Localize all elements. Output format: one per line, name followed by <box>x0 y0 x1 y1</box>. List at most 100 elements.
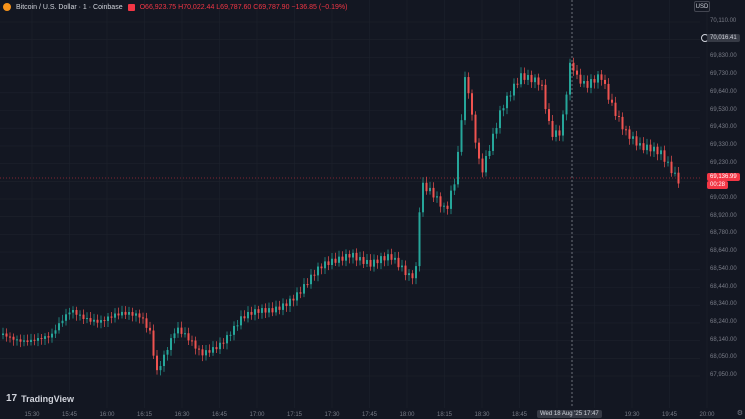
price-tick-label: 69,640.00 <box>710 88 737 95</box>
price-tick-label: 69,830.00 <box>710 53 737 60</box>
gear-icon[interactable]: ⚙ <box>736 410 743 417</box>
candle-body <box>387 254 389 261</box>
candle-body <box>509 95 512 97</box>
candle-body <box>502 108 505 111</box>
candle-body <box>380 256 382 264</box>
time-tick-label: 18:45 <box>512 412 528 418</box>
candle-body <box>2 333 4 335</box>
candle-body <box>562 114 564 136</box>
time-tick-label: 19:30 <box>624 412 640 418</box>
brand-label: TradingView <box>21 393 74 404</box>
candle-body <box>37 338 39 341</box>
candle-body <box>534 77 536 83</box>
candle-body <box>663 150 666 162</box>
candle-body <box>485 155 487 173</box>
symbol-header: Bitcoin / U.S. Dollar · 1 · Coinbase O66… <box>3 1 347 13</box>
candle-body <box>5 333 8 337</box>
candle-body <box>453 184 456 191</box>
candle-body <box>9 336 11 338</box>
price-tick-label: 69,430.00 <box>710 124 737 131</box>
time-tick-label: 18:15 <box>437 412 453 418</box>
candle-body <box>656 146 659 155</box>
time-tick-label: 16:00 <box>99 412 115 418</box>
candle-body <box>58 323 60 331</box>
candle-body <box>338 256 340 263</box>
candle-body <box>635 136 638 146</box>
candle-body <box>96 319 99 323</box>
price-tick-label: 69,020.00 <box>710 195 737 201</box>
candle-body <box>205 350 207 356</box>
candle-body <box>362 257 365 264</box>
price-tick-label: 70,110.00 <box>710 18 737 24</box>
candle-body <box>334 258 337 263</box>
candle-body <box>93 319 95 322</box>
candle-body <box>397 257 400 268</box>
candle-body <box>341 256 344 261</box>
candle-body <box>177 327 179 334</box>
candle-body <box>289 298 291 307</box>
candle-body <box>495 128 498 134</box>
candle-body <box>198 348 200 350</box>
candle-body <box>443 205 445 207</box>
candle-body <box>527 74 529 80</box>
candle-body <box>226 335 228 344</box>
candle-body <box>75 309 78 315</box>
candle-body <box>187 333 190 341</box>
candle-body <box>390 254 393 260</box>
tradingview-logo[interactable]: 17 TradingView <box>6 393 74 404</box>
candle-body <box>488 150 491 156</box>
price-tick-label: 68,050.00 <box>710 354 737 361</box>
candle-body <box>513 83 515 96</box>
candle-body <box>457 151 459 185</box>
candle-body <box>544 84 547 110</box>
candle-body <box>600 74 603 80</box>
candle-body <box>219 342 221 350</box>
candle-body <box>404 265 407 276</box>
price-tick-label: 69,530.00 <box>710 106 737 113</box>
candle-body <box>19 339 22 342</box>
candle-body <box>23 340 25 342</box>
candle-body <box>285 303 288 307</box>
candle-body <box>422 182 424 213</box>
candle-body <box>551 120 554 137</box>
candle-body <box>103 320 106 322</box>
candle-body <box>618 115 620 117</box>
candle-body <box>47 336 50 338</box>
candle-body <box>180 327 183 334</box>
candle-body <box>537 77 540 85</box>
candle-body <box>26 340 29 343</box>
candle-body <box>320 266 323 269</box>
bitcoin-icon <box>3 3 11 11</box>
candle-body <box>145 318 148 328</box>
candle-body <box>558 130 561 136</box>
time-tick-label: 18:30 <box>474 412 490 418</box>
candle-body <box>516 83 519 85</box>
symbol-title[interactable]: Bitcoin / U.S. Dollar · 1 · Coinbase <box>16 3 123 11</box>
candle-body <box>415 266 417 279</box>
candle-body <box>215 347 218 350</box>
tradingview-icon: 17 <box>6 393 18 404</box>
candle-body <box>191 340 193 342</box>
candle-body <box>44 336 46 339</box>
candle-body <box>166 349 169 355</box>
candle-body <box>317 266 319 276</box>
candle-body <box>366 259 368 264</box>
candle-body <box>597 74 599 83</box>
candle-body <box>649 144 652 152</box>
candle-body <box>271 308 274 313</box>
candle-body <box>401 265 403 268</box>
candle-body <box>212 347 214 353</box>
candle-body <box>436 196 438 198</box>
candle-body <box>474 114 477 143</box>
candle-body <box>61 320 64 324</box>
candle-body <box>65 314 67 321</box>
currency-button[interactable]: USD <box>694 1 710 12</box>
candle-body <box>86 318 88 320</box>
candle-body <box>541 84 543 86</box>
candle-body <box>593 79 596 83</box>
candle-body <box>506 95 508 109</box>
candle-body <box>625 129 627 131</box>
candle-body <box>310 274 312 285</box>
price-tick-label: 68,340.00 <box>710 301 737 308</box>
